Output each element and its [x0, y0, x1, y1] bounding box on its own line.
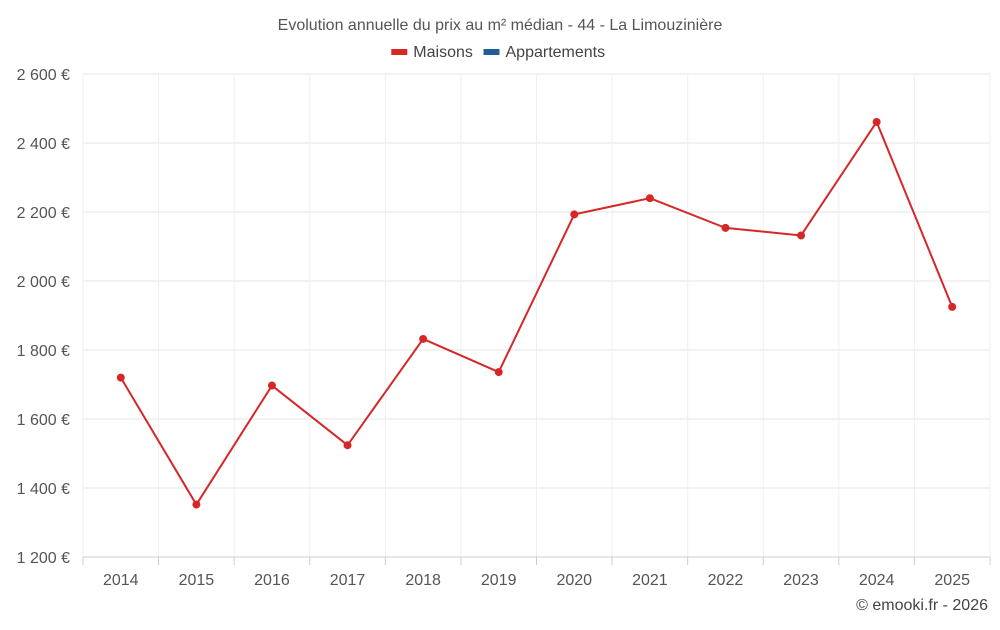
data-point[interactable]	[645, 194, 654, 203]
x-tick-label: 2020	[556, 572, 592, 589]
x-tick-label: 2024	[859, 572, 895, 589]
x-tick-label: 2019	[481, 572, 517, 589]
y-axis: 1 200 € 1 400 € 1 600 € 1 800 € 2 000 € 2 200…	[17, 67, 70, 567]
data-point[interactable]	[192, 500, 201, 509]
legend: Maisons Appartements	[391, 44, 605, 61]
x-tick-label: 2022	[708, 572, 744, 589]
data-point[interactable]	[267, 381, 276, 390]
series-maisons	[116, 117, 957, 509]
grid	[82, 73, 991, 557]
data-point[interactable]	[721, 223, 730, 232]
y-tick-label: 1 400 €	[17, 481, 70, 498]
data-point[interactable]	[948, 302, 957, 311]
x-tick-label: 2025	[934, 572, 970, 589]
y-tick-label: 1 200 €	[17, 550, 70, 567]
data-point[interactable]	[797, 231, 806, 240]
legend-swatch	[391, 49, 408, 55]
legend-item-maisons[interactable]: Maisons	[391, 44, 473, 61]
x-tick-label: 2021	[632, 572, 668, 589]
y-tick-label: 2 400 €	[17, 136, 70, 153]
series-layer	[116, 117, 957, 509]
x-tick-label: 2015	[179, 572, 215, 589]
x-tick-label: 2018	[405, 572, 441, 589]
chart-credit: © emooki.fr - 2026	[856, 597, 988, 614]
x-tick-label: 2023	[783, 572, 819, 589]
legend-item-appartements[interactable]: Appartements	[483, 44, 606, 61]
y-tick-label: 2 000 €	[17, 274, 70, 291]
data-point[interactable]	[872, 117, 881, 126]
x-tick-label: 2017	[330, 572, 366, 589]
y-tick-label: 2 600 €	[17, 67, 70, 84]
x-tick-label: 2016	[254, 572, 290, 589]
legend-label: Maisons	[413, 44, 473, 61]
data-point[interactable]	[494, 368, 503, 377]
data-point[interactable]	[116, 373, 125, 382]
y-tick-label: 1 800 €	[17, 343, 70, 360]
x-axis: 2014 2015 2016 2017 2018 2019 2020 2021 2022 2023…	[82, 556, 991, 589]
data-point[interactable]	[570, 210, 579, 219]
legend-swatch	[483, 49, 500, 55]
x-tick-label: 2014	[103, 572, 139, 589]
data-point[interactable]	[343, 441, 352, 450]
chart-title: Evolution annuelle du prix au m² médian …	[278, 17, 723, 34]
y-tick-label: 1 600 €	[17, 412, 70, 429]
y-tick-label: 2 200 €	[17, 205, 70, 222]
legend-label: Appartements	[506, 44, 606, 61]
series-line	[119, 120, 954, 506]
data-point[interactable]	[419, 334, 428, 343]
